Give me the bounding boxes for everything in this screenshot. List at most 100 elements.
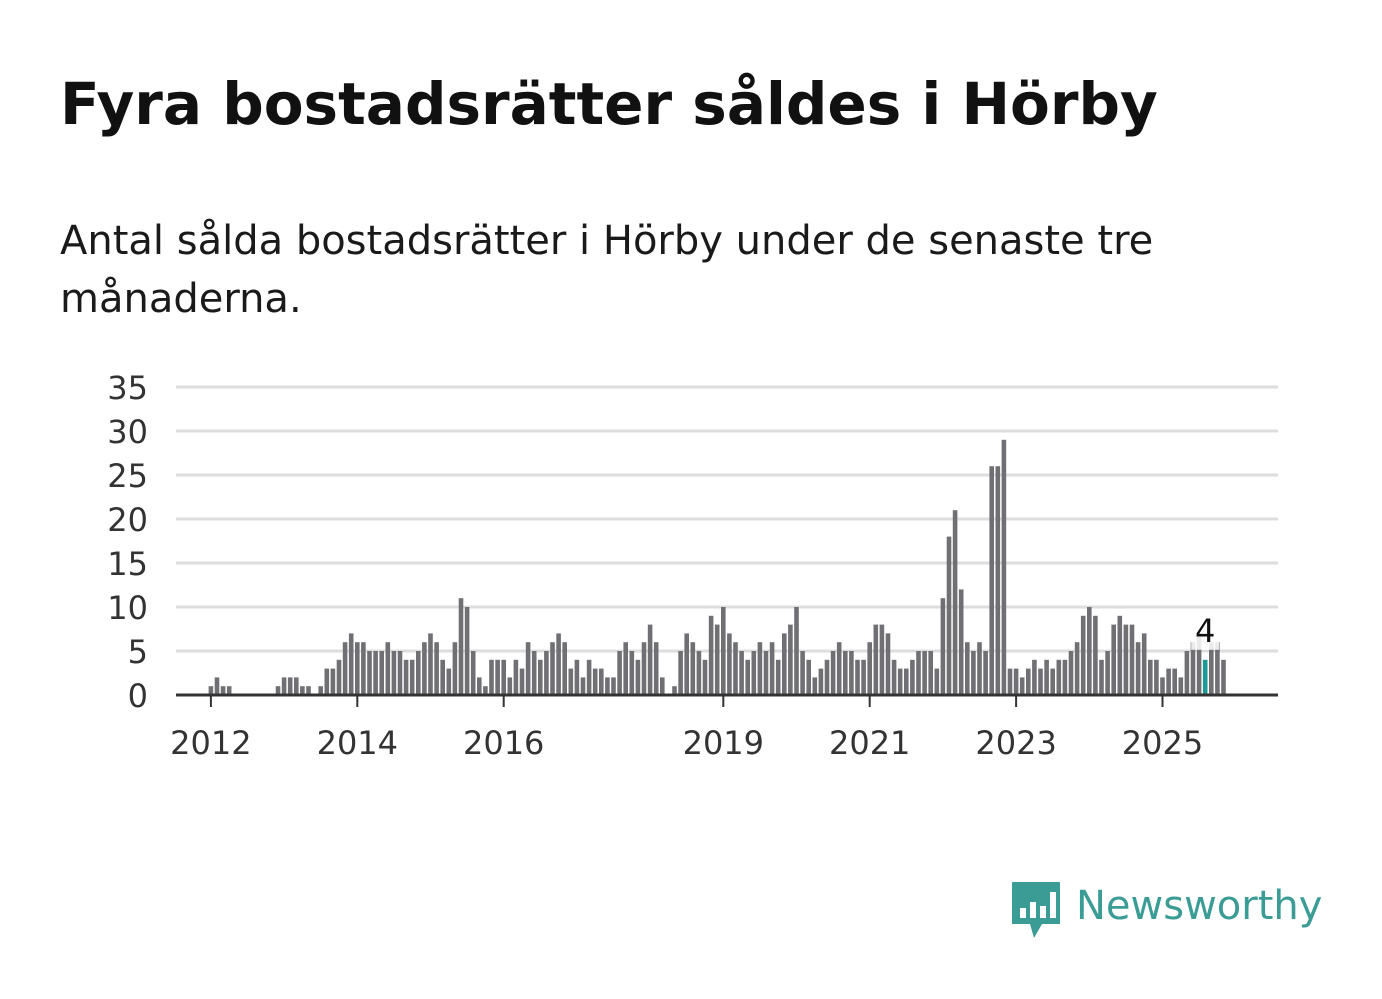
bar (1032, 659, 1037, 695)
bar (1105, 651, 1110, 695)
bar (794, 607, 799, 695)
bar (1221, 659, 1226, 695)
bar (599, 668, 604, 695)
highlight-value-label: 4 (1195, 612, 1215, 650)
bar (1068, 651, 1074, 695)
y-tick-label: 0 (128, 677, 148, 715)
bar (965, 642, 970, 695)
bar (617, 651, 622, 695)
y-tick-label: 25 (107, 457, 148, 495)
bar (952, 510, 958, 695)
bar (379, 651, 384, 695)
bar (586, 659, 592, 695)
bar (836, 642, 842, 695)
bar (897, 668, 903, 695)
bar (1019, 677, 1025, 695)
bar (440, 659, 445, 695)
bar (416, 651, 421, 695)
bar (477, 677, 482, 695)
bar (385, 642, 391, 695)
bar (855, 659, 860, 695)
bar (605, 677, 610, 695)
bar (629, 651, 635, 695)
bar (214, 677, 220, 695)
chart-subtitle: Antal sålda bostadsrätter i Hörby under … (60, 218, 1154, 322)
bar (1056, 659, 1062, 695)
bar (550, 642, 555, 695)
bar (727, 633, 732, 695)
bar (1007, 668, 1013, 695)
bar (422, 642, 427, 695)
bar (745, 659, 750, 695)
bar (635, 659, 641, 695)
bar (446, 668, 452, 695)
bar (788, 624, 793, 695)
bar (1123, 624, 1129, 695)
highlighted-bar (1202, 659, 1208, 695)
bar (336, 659, 342, 695)
bar (812, 677, 818, 695)
bar (525, 642, 531, 695)
chart-title: Fyra bostadsrätter såldes i Hörby (60, 70, 1158, 138)
bar (763, 651, 769, 695)
bar (458, 598, 464, 695)
bar (708, 615, 714, 695)
bar (1001, 439, 1007, 695)
bar (397, 651, 403, 695)
bar (1172, 668, 1177, 695)
bar (355, 642, 360, 695)
bar (910, 659, 915, 695)
y-axis-tick-labels: 0 5 10 15 20 25 30 35 (107, 369, 148, 715)
bar (306, 686, 311, 695)
bar (1111, 624, 1116, 695)
bar (977, 642, 982, 695)
bar (373, 651, 378, 695)
bar-chart-speech-bubble-icon (1012, 882, 1060, 938)
newsworthy-logo: Newsworthy (1010, 878, 1322, 942)
bar (220, 686, 226, 695)
bar (1190, 642, 1196, 695)
bar (391, 651, 397, 695)
bar (702, 659, 708, 695)
bar (208, 686, 214, 695)
x-tick-label: 2012 (170, 724, 251, 762)
bar (983, 651, 988, 695)
bar (989, 466, 994, 695)
bar (330, 668, 336, 695)
bar (867, 642, 872, 695)
bar (757, 642, 763, 695)
bar (519, 668, 525, 695)
bar (660, 677, 665, 695)
bar (922, 651, 927, 695)
bar (843, 651, 848, 695)
bar (873, 624, 879, 695)
bar (775, 659, 781, 695)
bar (1196, 633, 1202, 695)
bar (928, 651, 933, 695)
bar (1154, 659, 1159, 695)
bar (300, 686, 305, 695)
bar (1129, 624, 1135, 695)
bar (800, 651, 805, 695)
bar (904, 668, 909, 695)
bar (556, 633, 561, 695)
bar (1093, 615, 1098, 695)
bar (507, 677, 513, 695)
bar (281, 677, 287, 695)
y-tick-label: 20 (107, 501, 148, 539)
bar (324, 668, 330, 695)
bar (294, 677, 299, 695)
bar (318, 686, 323, 695)
bar (690, 642, 696, 695)
bar (806, 659, 811, 695)
bar (684, 633, 689, 695)
bar (1038, 668, 1043, 695)
bar (769, 642, 775, 695)
bar (879, 624, 885, 695)
bar (739, 651, 744, 695)
x-tick-label: 2021 (829, 724, 910, 762)
bar (531, 651, 537, 695)
bar (647, 624, 653, 695)
y-tick-label: 10 (107, 589, 148, 627)
bar (1209, 642, 1214, 695)
